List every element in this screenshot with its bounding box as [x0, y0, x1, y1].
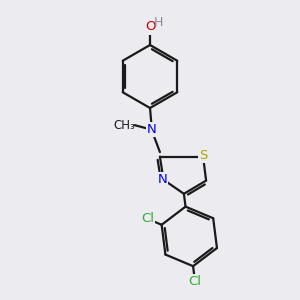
Text: N: N [158, 172, 167, 186]
Text: O: O [145, 20, 155, 34]
Text: H: H [154, 16, 163, 29]
Text: Cl: Cl [141, 212, 154, 225]
Text: N: N [147, 123, 156, 136]
Text: Cl: Cl [188, 275, 202, 288]
Text: CH₃: CH₃ [114, 118, 135, 132]
Text: S: S [200, 148, 208, 162]
